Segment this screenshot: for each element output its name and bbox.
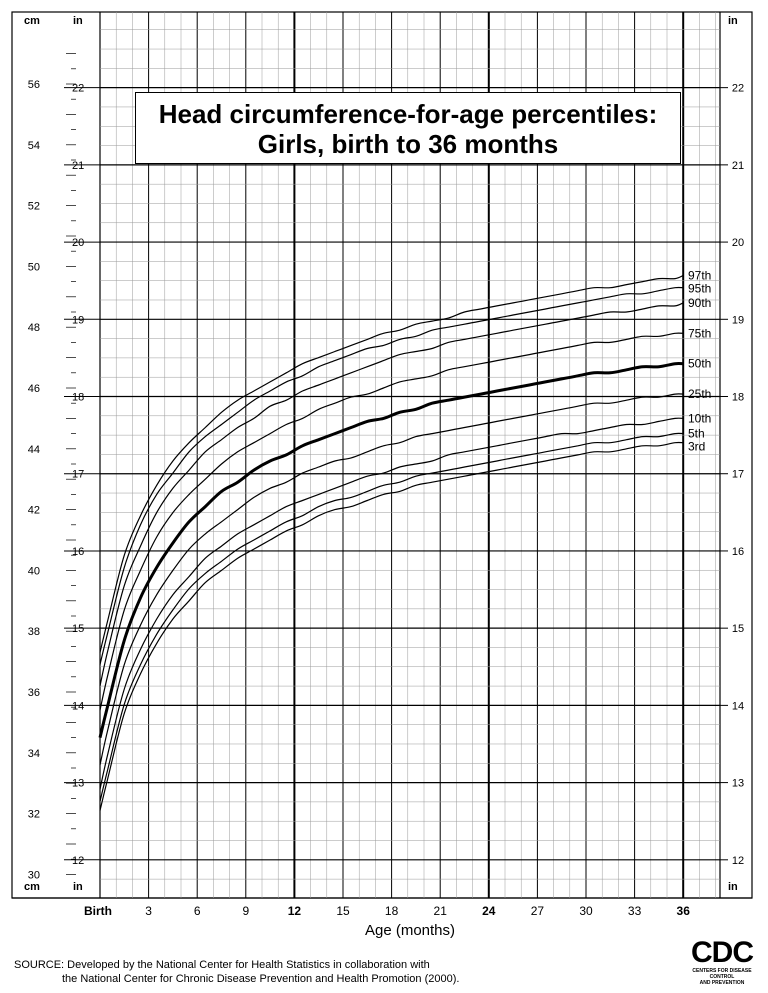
inch-tick-label-left: 22 bbox=[72, 83, 84, 95]
inch-tick-label-right: 20 bbox=[732, 237, 744, 249]
cdc-logo-text: CDC bbox=[691, 936, 754, 969]
cdc-logo-subtitle-1: CENTERS FOR DISEASE CONTROL bbox=[692, 968, 752, 980]
series-label: 3rd bbox=[688, 440, 705, 454]
series-label: 25th bbox=[688, 387, 711, 401]
inch-tick-label-left: 13 bbox=[72, 778, 84, 790]
x-tick-label: 21 bbox=[434, 904, 448, 918]
inch-tick-label-left: 21 bbox=[72, 160, 84, 172]
inch-tick-label-right: 22 bbox=[732, 83, 744, 95]
series-label: 95th bbox=[688, 282, 711, 296]
series-label: 75th bbox=[688, 326, 711, 340]
inch-tick-label-left: 17 bbox=[72, 469, 84, 481]
inch-tick-label-left: 20 bbox=[72, 237, 84, 249]
cm-tick-label: 46 bbox=[28, 383, 40, 395]
inch-tick-label-left: 12 bbox=[72, 855, 84, 867]
cdc-logo-subtitle-2: AND PREVENTION bbox=[699, 980, 745, 986]
cm-tick-label: 50 bbox=[28, 261, 40, 273]
inch-tick-label-left: 16 bbox=[72, 546, 84, 558]
percentile-curve-3rd bbox=[99, 441, 684, 811]
inch-tick-label-left: 14 bbox=[72, 700, 84, 712]
inch-tick-label-right: 21 bbox=[732, 160, 744, 172]
cm-tick-label: 44 bbox=[28, 444, 40, 456]
cm-tick-label: 52 bbox=[28, 201, 40, 213]
cm-tick-label: 32 bbox=[28, 809, 40, 821]
inch-tick-label-left: 19 bbox=[72, 314, 84, 326]
x-tick-label: 6 bbox=[194, 904, 201, 918]
percentile-curve-5th bbox=[99, 432, 684, 802]
series-label: 90th bbox=[688, 296, 711, 310]
inch-unit-top-left: in bbox=[73, 15, 83, 27]
percentile-curve-97th bbox=[99, 274, 684, 653]
cm-unit-top: cm bbox=[24, 15, 40, 27]
x-tick-label: 3 bbox=[145, 904, 152, 918]
x-tick-label: Birth bbox=[84, 904, 112, 918]
inch-unit-bottom-left: in bbox=[73, 881, 83, 893]
x-tick-label: 12 bbox=[288, 904, 302, 918]
cm-tick-label: 34 bbox=[28, 748, 40, 760]
cdc-logo: CDC CENTERS FOR DISEASE CONTROL AND PREV… bbox=[682, 936, 762, 987]
chart-title-box: Head circumference-for-age percentiles: … bbox=[135, 92, 681, 164]
source-note: SOURCE: Developed by the National Center… bbox=[14, 958, 459, 986]
cm-tick-label: 48 bbox=[28, 322, 40, 334]
cm-tick-label: 30 bbox=[28, 869, 40, 881]
x-tick-label: 9 bbox=[242, 904, 249, 918]
inch-tick-label-right: 17 bbox=[732, 469, 744, 481]
inch-tick-label-right: 15 bbox=[732, 623, 744, 635]
inch-tick-label-right: 14 bbox=[732, 700, 744, 712]
x-tick-label: 24 bbox=[482, 904, 496, 918]
series-label: 5th bbox=[688, 427, 705, 441]
inch-tick-label-right: 16 bbox=[732, 546, 744, 558]
inch-tick-label-left: 18 bbox=[72, 392, 84, 404]
percentile-curve-50th bbox=[98, 361, 684, 738]
cm-tick-label: 42 bbox=[28, 505, 40, 517]
x-tick-label: 27 bbox=[531, 904, 545, 918]
x-tick-label: 36 bbox=[677, 904, 691, 918]
cm-unit-bottom: cm bbox=[24, 881, 40, 893]
chart-subtitle: Girls, birth to 36 months bbox=[257, 129, 559, 159]
source-line-2: the National Center for Chronic Disease … bbox=[62, 973, 460, 985]
x-tick-label: 18 bbox=[385, 904, 399, 918]
x-tick-label: 30 bbox=[579, 904, 593, 918]
inch-unit-top-right: in bbox=[728, 15, 738, 27]
series-label: 10th bbox=[688, 411, 711, 425]
x-tick-label: 33 bbox=[628, 904, 642, 918]
x-axis-label: Age (months) bbox=[365, 922, 455, 939]
cm-tick-label: 38 bbox=[28, 626, 40, 638]
chart-title: Head circumference-for-age percentiles: bbox=[158, 99, 658, 129]
percentile-curve-95th bbox=[99, 286, 684, 665]
cm-tick-label: 36 bbox=[28, 687, 40, 699]
inch-tick-label-left: 15 bbox=[72, 623, 84, 635]
cm-tick-label: 54 bbox=[28, 140, 40, 152]
series-label: 97th bbox=[688, 269, 711, 283]
cm-tick-label: 40 bbox=[28, 565, 40, 577]
inch-tick-label-right: 13 bbox=[732, 778, 744, 790]
series-label: 50th bbox=[688, 357, 711, 371]
inch-tick-label-right: 12 bbox=[732, 855, 744, 867]
source-line-1: SOURCE: Developed by the National Center… bbox=[14, 959, 430, 971]
percentile-curve-75th bbox=[99, 332, 684, 711]
inch-tick-label-right: 19 bbox=[732, 314, 744, 326]
x-tick-label: 15 bbox=[336, 904, 350, 918]
percentile-curve-25th bbox=[99, 393, 684, 766]
inch-unit-bottom-right: in bbox=[728, 881, 738, 893]
percentile-curve-90th bbox=[99, 302, 684, 687]
cm-tick-label: 56 bbox=[28, 79, 40, 91]
percentile-curve-10th bbox=[99, 417, 684, 790]
inch-tick-label-right: 18 bbox=[732, 392, 744, 404]
